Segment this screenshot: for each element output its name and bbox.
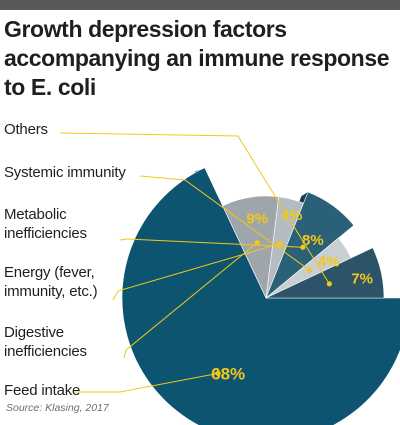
label-feed-intake: Feed intake [4, 382, 81, 399]
leader-line [123, 242, 258, 359]
top-accent-bar [0, 0, 400, 10]
leader-dot [277, 241, 283, 247]
leader-line [119, 238, 303, 248]
pie-slice-metabolic-inefficiencies [265, 191, 355, 299]
value-label: 9% [246, 210, 268, 227]
leader-dot [307, 267, 313, 273]
source-note: Source: Klasing, 2017 [6, 402, 109, 414]
leader-lines [59, 132, 332, 393]
pie-slice-feed-intake [121, 167, 400, 425]
pie-slice-others [265, 247, 385, 299]
value-label: 8% [302, 232, 324, 249]
leader-line [112, 243, 281, 301]
label-others: Others [4, 121, 48, 138]
leader-line [139, 175, 310, 271]
title-line-2: accompanying an immune response [4, 45, 390, 71]
title-line-3: to E. coli [4, 74, 96, 100]
chart-title: Growth depression factors accompanying a… [4, 15, 394, 102]
leader-dot [300, 244, 306, 250]
label-digestive-inefficiencies: Digestive inefficiencies [4, 324, 87, 360]
leader-line [75, 372, 219, 393]
label-metabolic-inefficiencies: Metabolic inefficiencies [4, 206, 87, 242]
leader-dot [254, 239, 260, 246]
title-line-1: Growth depression factors [4, 16, 287, 42]
label-systemic-immunity: Systemic immunity [4, 164, 126, 181]
leader-line [59, 132, 330, 285]
value-label: 68% [211, 364, 245, 383]
value-labels: 68% 9% 4% 8% 4% 7% [211, 207, 373, 383]
leader-dot [215, 370, 221, 376]
value-label: 4% [281, 207, 303, 224]
pie-slices [121, 167, 400, 425]
value-label: 4% [318, 254, 340, 271]
leader-dot [326, 281, 332, 287]
value-label: 7% [351, 270, 373, 287]
label-energy: Energy (fever, immunity, etc.) [4, 264, 98, 300]
